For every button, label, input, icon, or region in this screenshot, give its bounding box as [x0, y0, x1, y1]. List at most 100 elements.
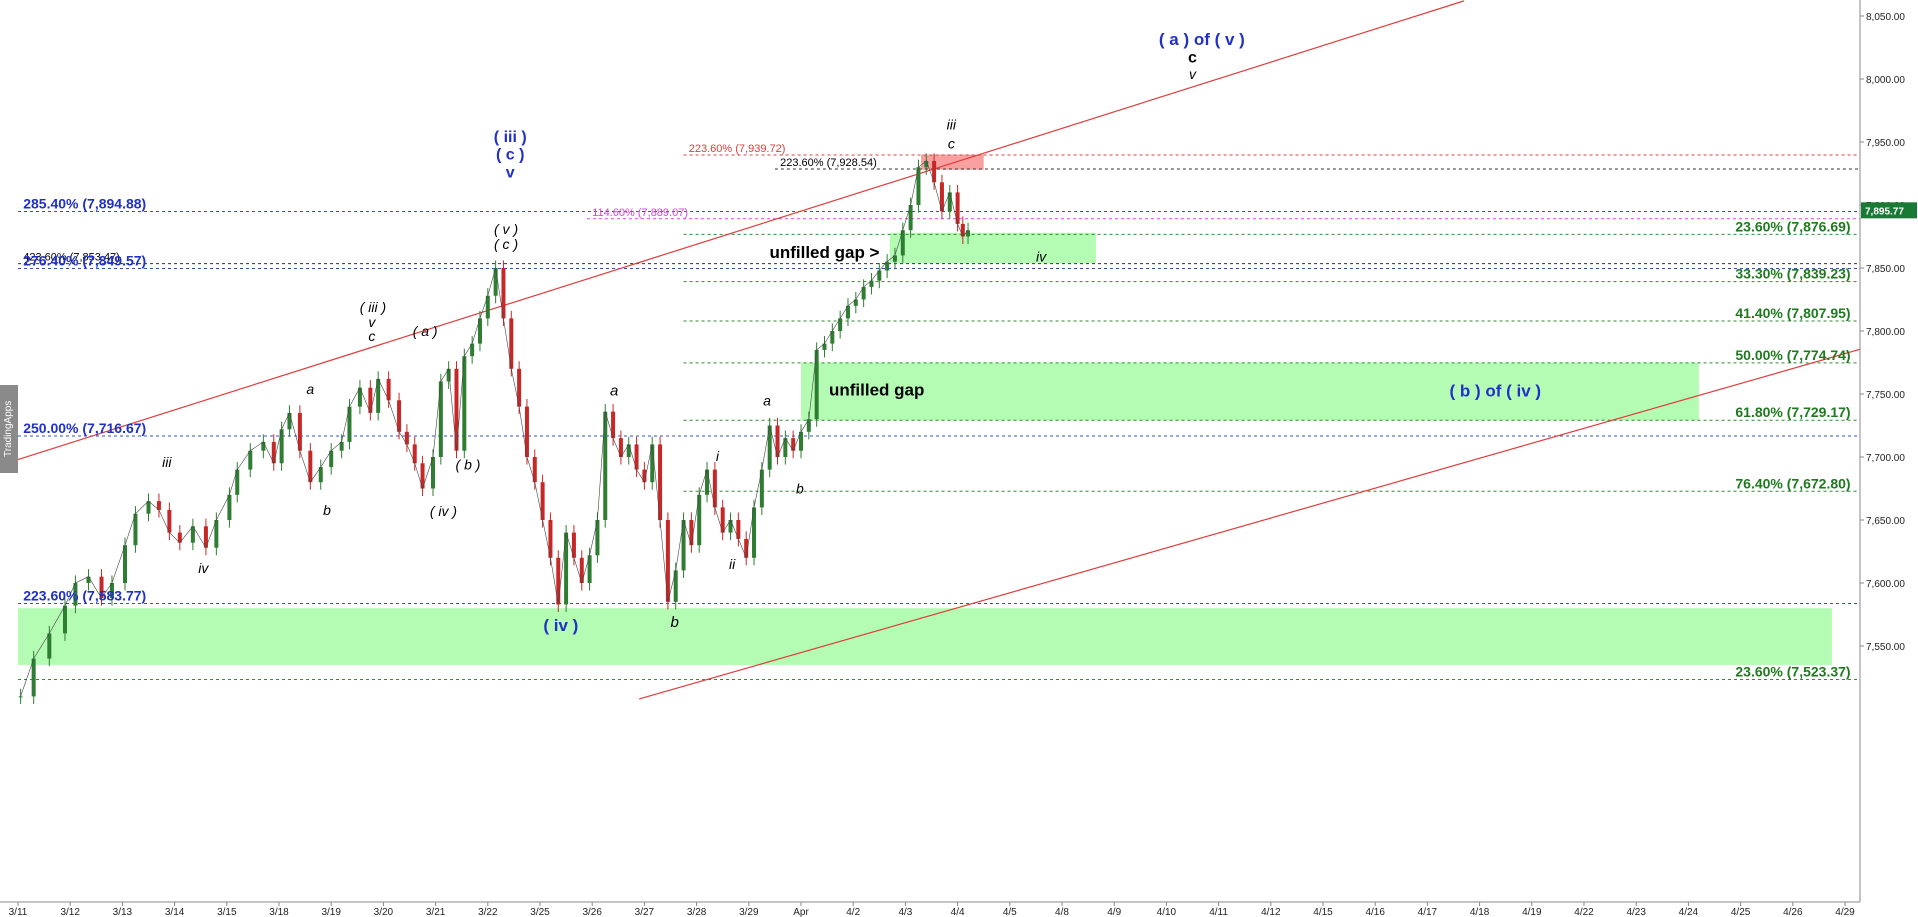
price-bar-4	[73, 583, 78, 606]
wave-label-28: c	[1188, 50, 1197, 67]
x-tick-label-29: 4/19	[1522, 907, 1542, 917]
price-bar-52	[540, 482, 545, 520]
wave-label-12: iv	[198, 560, 209, 576]
x-tick-label-18: 4/4	[951, 907, 965, 917]
fib-level-label-8: 41.40% (7,807.95)	[1735, 305, 1850, 321]
price-bar-74	[712, 469, 717, 508]
wave-label-20: a	[763, 392, 771, 408]
price-bar-103	[939, 182, 944, 212]
x-tick-label-12: 3/27	[635, 907, 655, 917]
price-bar-6	[99, 576, 104, 599]
price-line-0	[20, 160, 969, 697]
y-tick-label-4: 7,750.00	[1866, 390, 1905, 401]
price-bar-10	[146, 501, 151, 514]
price-bar-89	[830, 331, 835, 344]
price-bar-88	[822, 343, 827, 350]
price-bar-24	[297, 412, 302, 451]
price-bar-21	[271, 441, 276, 464]
price-bar-27	[329, 450, 334, 468]
price-bar-25	[308, 450, 313, 483]
price-bar-60	[603, 411, 608, 520]
price-bar-79	[752, 507, 757, 558]
wave-label-10: b	[323, 502, 331, 518]
x-tick-label-9: 3/22	[478, 907, 498, 917]
x-tick-label-21: 4/9	[1107, 907, 1121, 917]
x-tick-label-34: 4/26	[1783, 907, 1803, 917]
price-bar-13	[177, 532, 182, 543]
wave-label-5: ( iii )	[360, 299, 386, 315]
wave-label-8: ( a )	[413, 323, 438, 339]
price-bar-12	[167, 509, 172, 533]
price-bar-75	[720, 507, 725, 533]
x-tick-label-3: 3/14	[165, 907, 185, 917]
price-bar-8	[123, 545, 128, 583]
fib-level-label-12: 76.40% (7,672.80)	[1735, 475, 1850, 491]
y-tick-label-3: 7,700.00	[1866, 453, 1905, 464]
x-tick-label-14: 3/29	[739, 907, 759, 917]
x-tick-label-28: 4/18	[1470, 907, 1490, 917]
price-bar-20	[261, 441, 266, 451]
wave-label-25: iii	[947, 116, 957, 132]
fib-level-label-9: 50.00% (7,774.74)	[1735, 347, 1850, 363]
price-bar-107	[966, 230, 971, 237]
price-bar-49	[517, 368, 522, 407]
price-bar-47	[501, 268, 506, 319]
x-tick-label-35: 4/29	[1835, 907, 1855, 917]
price-bar-17	[227, 494, 232, 520]
price-bar-94	[869, 280, 874, 287]
price-bar-58	[587, 555, 592, 583]
price-bar-19	[248, 450, 253, 470]
x-tick-label-5: 3/18	[269, 907, 289, 917]
fib-level-label-10: 61.80% (7,729.17)	[1735, 404, 1850, 420]
x-tick-label-22: 4/10	[1157, 907, 1177, 917]
x-tick-label-2: 3/13	[113, 907, 133, 917]
price-bar-45	[485, 295, 490, 319]
price-bar-77	[736, 520, 741, 539]
wave-label-27: ( a ) of ( v )	[1159, 30, 1245, 49]
fib-level-label-6: 276.40% (7,849.57)	[23, 253, 146, 269]
price-bar-7	[109, 583, 114, 599]
y-tick-label-8: 7,950.00	[1866, 138, 1905, 149]
price-bar-90	[838, 318, 843, 331]
price-bar-44	[477, 318, 482, 344]
wave-label-17: b	[671, 614, 679, 631]
price-bar-42	[462, 356, 467, 451]
x-tick-label-20: 4/8	[1055, 907, 1069, 917]
x-tick-label-32: 4/24	[1679, 907, 1699, 917]
x-axis-background	[0, 902, 1860, 917]
x-tick-label-1: 3/12	[60, 907, 80, 917]
price-bar-55	[564, 532, 569, 605]
y-axis-background	[1860, 0, 1918, 917]
fib-level-label-11: 250.00% (7,716.67)	[23, 420, 146, 436]
price-bar-11	[156, 501, 161, 510]
price-bar-57	[579, 557, 584, 583]
price-bar-38	[430, 457, 435, 489]
wave-label-24: iv	[1036, 249, 1047, 265]
zone-2	[889, 232, 1096, 263]
price-bar-56	[571, 532, 576, 558]
x-tick-label-6: 3/19	[321, 907, 341, 917]
price-bar-95	[877, 270, 882, 281]
price-bar-92	[853, 299, 858, 306]
x-tick-label-11: 3/26	[582, 907, 602, 917]
wave-label-15: ( iv )	[543, 616, 578, 635]
price-bar-62	[618, 438, 623, 457]
price-bar-59	[595, 520, 600, 556]
x-tick-label-15: Apr	[793, 907, 809, 917]
current-price-marker	[1861, 202, 1917, 219]
price-bar-36	[412, 444, 417, 464]
y-tick-label-2: 7,650.00	[1866, 516, 1905, 527]
x-tick-label-8: 3/21	[426, 907, 446, 917]
price-bar-54	[556, 557, 561, 605]
price-bar-97	[892, 255, 897, 262]
wave-label-0: ( iii )	[494, 129, 527, 146]
price-bar-80	[759, 469, 764, 508]
fib-level-label-2: 285.40% (7,894.88)	[23, 195, 146, 211]
price-bar-35	[404, 431, 409, 445]
price-bar-40	[446, 368, 451, 382]
price-bar-84	[791, 438, 796, 451]
wave-label-26: c	[948, 135, 955, 151]
wave-label-3: ( v )	[494, 221, 518, 237]
